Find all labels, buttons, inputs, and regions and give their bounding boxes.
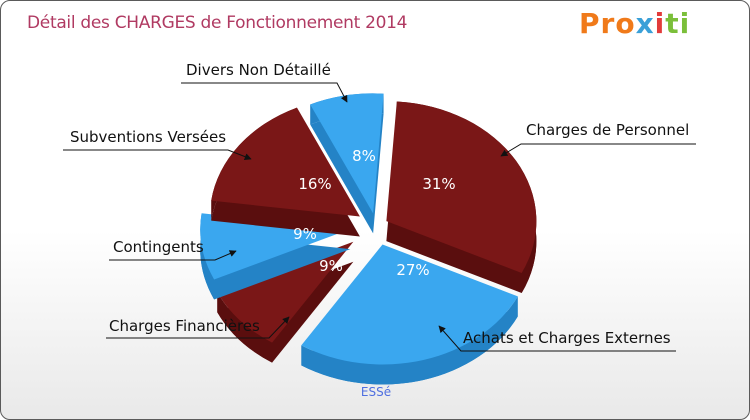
slice-percent-label: 31%	[422, 175, 455, 193]
slice-category-label: Subventions Versées	[70, 128, 226, 146]
pie-slice[interactable]	[310, 93, 384, 214]
slice-percent-label: 9%	[293, 225, 317, 243]
leader-line	[500, 143, 696, 157]
logo-part-3: i	[654, 7, 666, 40]
proxiti-logo[interactable]: Proxiti	[579, 7, 690, 40]
slice-category-label: Charges Financières	[109, 317, 260, 335]
pie-slice[interactable]	[217, 241, 354, 343]
leader-line	[106, 316, 290, 339]
pie-slices	[200, 93, 537, 385]
pie-slice[interactable]	[386, 101, 537, 274]
leader-line	[438, 325, 676, 352]
slice-percent-label: 9%	[319, 257, 343, 275]
chart-title: Détail des CHARGES de Fonctionnement 201…	[27, 13, 408, 33]
slice-category-label: Charges de Personnel	[526, 121, 689, 139]
leader-line	[109, 250, 237, 261]
slice-category-label: Divers Non Détaillé	[186, 61, 331, 79]
commune-name: ESSé	[360, 385, 392, 399]
logo-part-2: x	[635, 7, 655, 40]
leader-line	[63, 149, 252, 160]
slice-category-label: Achats et Charges Externes	[463, 329, 671, 347]
leader-line	[181, 82, 348, 103]
pie-labels: 31% Charges de Personnel 27% Achats et Char…	[63, 61, 696, 352]
slice-category-label: Contingents	[113, 238, 204, 256]
slice-percent-label: 27%	[396, 261, 429, 279]
pie-slice[interactable]	[301, 244, 518, 365]
logo-part-4: ti	[665, 7, 691, 40]
slice-percent-label: 16%	[298, 175, 331, 193]
slice-percent-label: 8%	[352, 147, 376, 165]
pie-slice[interactable]	[211, 107, 360, 217]
logo-part-1: Pro	[579, 7, 636, 40]
